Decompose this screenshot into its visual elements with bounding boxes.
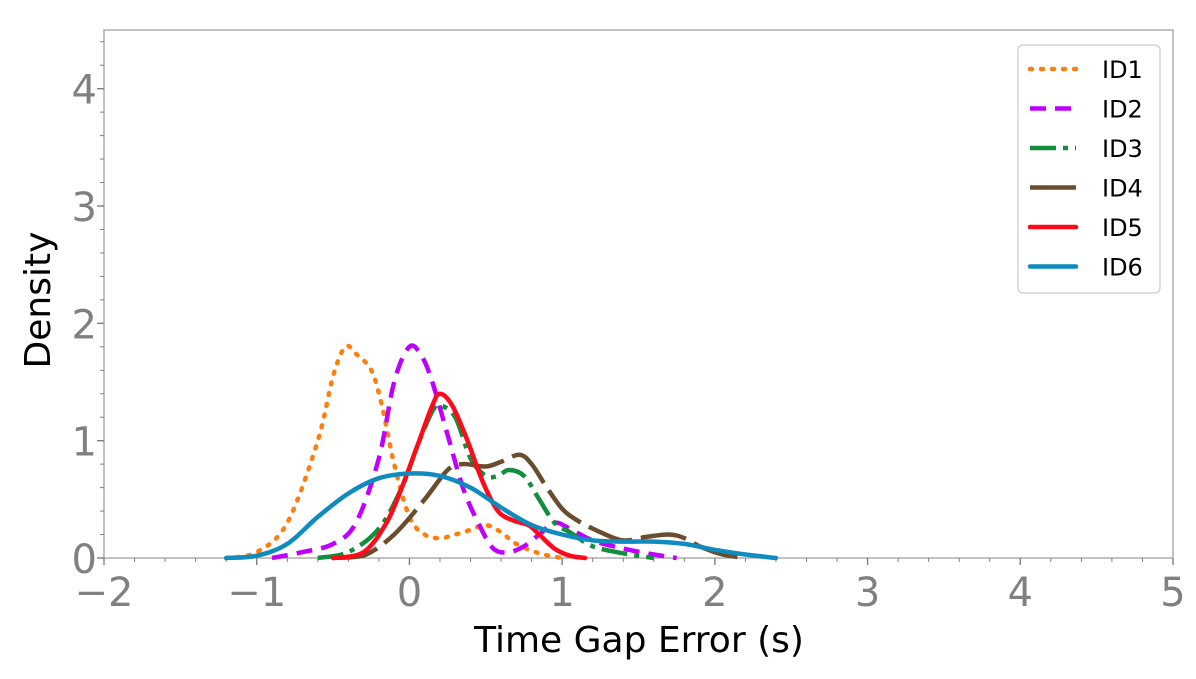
x-tick-label: 3 [855,570,880,616]
plot-frame [103,29,1174,559]
plot-area [103,29,1174,559]
series-layer [223,343,779,561]
x-tick-label: 0 [397,570,422,616]
series-line-id1 [223,343,565,561]
legend: ID1 ID2 ID3 ID4 ID5 ID6 [1017,44,1161,294]
x-tick-label: 2 [702,570,727,616]
y-tick-label: 1 [72,420,97,466]
y-axis: 0 1 2 3 4 [72,41,104,583]
y-axis-label: Density [18,232,59,369]
legend-box [1017,44,1161,294]
series-line-id4 [332,452,746,561]
y-tick-label: 0 [72,537,97,583]
series-line-id6 [223,471,779,561]
series-line-id5 [330,391,588,561]
legend-label-id6: ID6 [1102,254,1143,282]
legend-label-id1: ID1 [1102,56,1143,84]
x-tick-label: −2 [75,570,134,616]
legend-label-id4: ID4 [1102,175,1143,203]
x-tick-label: −1 [227,570,286,616]
x-tick-label: 4 [1008,570,1033,616]
x-axis-label: Time Gap Error (s) [473,620,804,661]
legend-label-id3: ID3 [1102,135,1143,163]
y-tick-label: 4 [72,68,97,114]
series-line-id3 [317,402,655,561]
x-axis: −2 −1 0 1 2 3 4 5 [75,558,1186,616]
y-tick-label: 3 [72,185,97,231]
x-tick-label: 1 [549,570,574,616]
series-line-id2 [271,343,678,561]
x-tick-label: 5 [1160,570,1185,616]
legend-label-id2: ID2 [1102,96,1143,124]
y-tick-label: 2 [72,302,97,348]
legend-label-id5: ID5 [1102,214,1143,242]
